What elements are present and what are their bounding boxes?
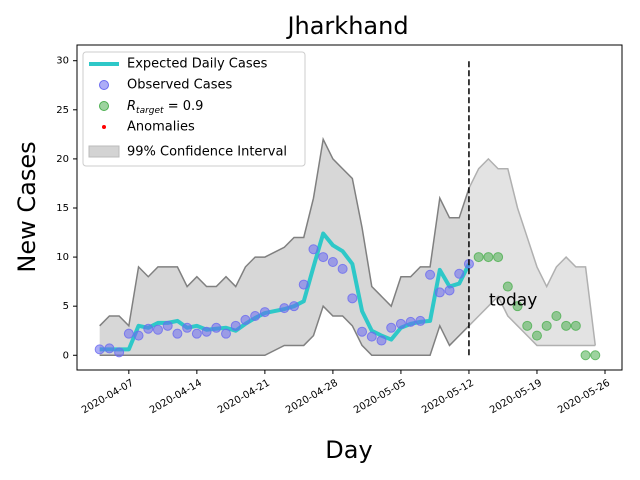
legend-label: Expected Daily Cases bbox=[127, 57, 268, 72]
data-point bbox=[221, 328, 232, 339]
data-point bbox=[570, 320, 581, 331]
legend-label: Anomalies bbox=[127, 120, 195, 135]
data-point bbox=[182, 322, 193, 333]
chart-title: Jharkhand bbox=[285, 12, 408, 40]
data-point bbox=[561, 320, 572, 331]
y-tick-label: 20 bbox=[56, 154, 69, 165]
data-point bbox=[114, 347, 125, 358]
data-point bbox=[133, 330, 144, 341]
data-point bbox=[191, 328, 202, 339]
data-point bbox=[337, 263, 348, 274]
data-point bbox=[308, 244, 319, 255]
data-point bbox=[201, 326, 212, 337]
data-point bbox=[376, 335, 387, 346]
data-point bbox=[483, 252, 494, 263]
data-point bbox=[531, 330, 542, 341]
legend-swatch bbox=[88, 145, 120, 158]
data-point bbox=[425, 269, 436, 280]
y-tick-label: 25 bbox=[56, 105, 69, 116]
x-tick-label: 2020-05-26 bbox=[556, 378, 612, 417]
x-tick-label: 2020-05-12 bbox=[420, 378, 476, 417]
data-point bbox=[522, 320, 533, 331]
band-edge bbox=[468, 295, 596, 347]
data-point bbox=[551, 310, 562, 321]
data-point bbox=[162, 320, 173, 331]
data-point bbox=[502, 281, 513, 292]
data-point bbox=[415, 315, 426, 326]
x-tick-label: 2020-04-14 bbox=[148, 378, 204, 417]
data-point bbox=[493, 252, 504, 263]
data-point bbox=[250, 310, 261, 321]
data-point bbox=[434, 287, 445, 298]
data-point bbox=[590, 350, 601, 361]
data-point bbox=[123, 328, 134, 339]
data-point bbox=[279, 303, 290, 314]
data-point bbox=[211, 322, 222, 333]
data-point bbox=[298, 279, 309, 290]
data-point bbox=[512, 301, 523, 312]
data-point bbox=[318, 252, 329, 263]
data-point bbox=[395, 318, 406, 329]
x-axis-label: Day bbox=[325, 436, 372, 464]
legend-subscript: target bbox=[136, 106, 164, 116]
x-tick-label: 2020-05-19 bbox=[488, 378, 544, 417]
x-tick-label: 2020-05-05 bbox=[352, 378, 408, 417]
y-tick-label: 15 bbox=[56, 203, 69, 214]
y-axis-label: New Cases bbox=[13, 141, 41, 272]
data-point bbox=[172, 328, 183, 339]
data-point bbox=[580, 350, 591, 361]
data-point bbox=[541, 320, 552, 331]
legend-label: Rtarget = 0.9 bbox=[127, 99, 203, 116]
data-point bbox=[152, 324, 163, 335]
legend-label: 99% Confidence Interval bbox=[127, 145, 287, 160]
y-tick-label: 30 bbox=[56, 56, 69, 67]
today-label: today bbox=[489, 290, 537, 310]
data-point bbox=[444, 285, 455, 296]
plot-area bbox=[94, 136, 601, 361]
data-point bbox=[289, 301, 300, 312]
data-point bbox=[347, 293, 358, 304]
data-point bbox=[405, 316, 416, 327]
data-point bbox=[230, 320, 241, 331]
band-edge bbox=[99, 304, 470, 357]
legend-swatch bbox=[102, 125, 106, 129]
y-tick-label: 10 bbox=[56, 252, 69, 263]
legend-swatch bbox=[99, 101, 109, 111]
x-tick-label: 2020-04-28 bbox=[284, 378, 340, 417]
legend-swatch bbox=[99, 80, 109, 90]
data-point bbox=[104, 343, 115, 354]
y-tick-label: 5 bbox=[63, 301, 69, 312]
band-edge bbox=[99, 136, 470, 328]
x-tick-label: 2020-04-07 bbox=[80, 378, 136, 417]
data-point bbox=[366, 331, 377, 342]
legend-box bbox=[82, 51, 306, 167]
data-point bbox=[143, 323, 154, 334]
legend-rest: = 0.9 bbox=[164, 99, 204, 114]
data-point bbox=[357, 326, 368, 337]
legend: Expected Daily Cases Observed Cases Rtarge… bbox=[82, 51, 306, 167]
legend-symbol: R bbox=[127, 99, 136, 114]
data-point bbox=[473, 252, 484, 263]
data-point bbox=[240, 314, 251, 325]
y-tick-label: 0 bbox=[63, 350, 69, 361]
data-point bbox=[454, 268, 465, 279]
data-point bbox=[386, 322, 397, 333]
data-point bbox=[94, 344, 105, 355]
band-edge bbox=[468, 157, 597, 346]
x-tick-label: 2020-04-21 bbox=[216, 378, 272, 417]
data-point bbox=[259, 307, 270, 318]
legend-label: Observed Cases bbox=[127, 78, 232, 93]
data-point bbox=[327, 256, 338, 267]
